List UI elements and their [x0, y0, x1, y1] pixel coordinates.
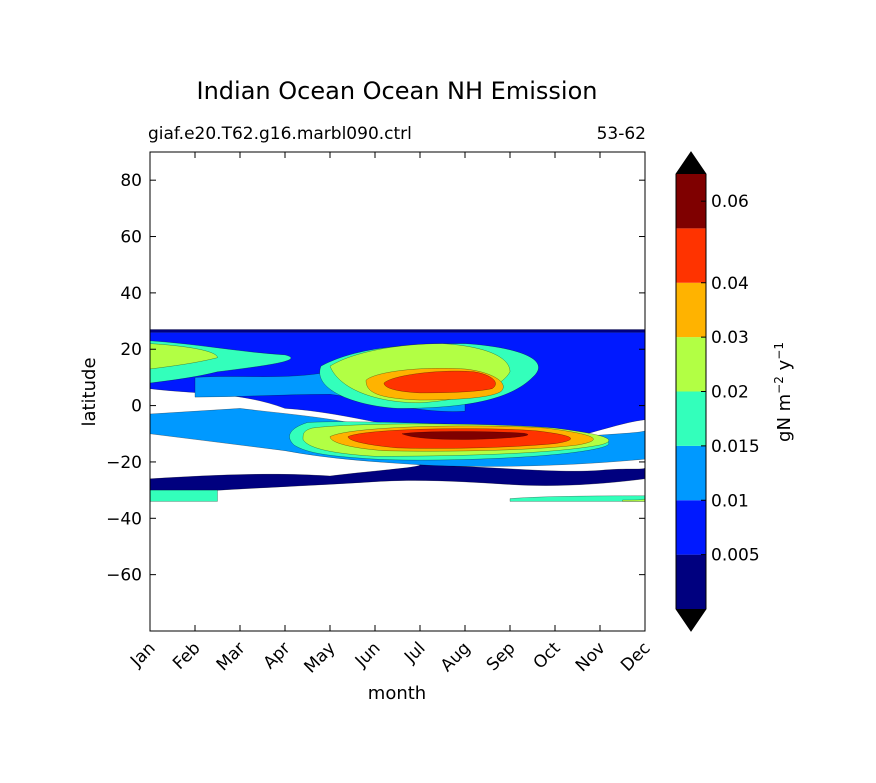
colorbar-label-mid: y: [774, 359, 795, 376]
chart-subtitle-right: 53-62: [597, 124, 646, 144]
x-tick-label: Jul: [400, 638, 429, 667]
colorbar-label-base: gN m: [774, 394, 795, 442]
y-tick-label: 40: [120, 284, 142, 304]
y-axis-label: latitude: [79, 357, 100, 426]
colorbar-under-arrow: [676, 609, 706, 631]
colorbar-swatch: [676, 445, 706, 501]
x-tick-label: Apr: [260, 638, 295, 673]
x-tick-label: May: [301, 638, 340, 677]
contour-band-0-1: [150, 329, 645, 333]
colorbar: 0.005 0.01 0.015 0.02 0.03 0.04 0.06: [675, 151, 760, 632]
colorbar-swatch: [676, 337, 706, 392]
x-axis-label: month: [368, 683, 426, 704]
plot-frame: [149, 151, 646, 632]
x-tick-label: Aug: [437, 638, 475, 676]
colorbar-label-exp2: −1: [772, 342, 786, 360]
chart-title: Indian Ocean Ocean NH Emission: [197, 77, 598, 105]
x-tick-label: Sep: [483, 638, 520, 675]
x-tick-label: Feb: [169, 638, 204, 673]
colorbar-label-exp1: −2: [772, 376, 786, 394]
y-tick-label: 0: [131, 397, 142, 417]
y-tick-label: −20: [106, 453, 142, 473]
colorbar-swatch: [676, 500, 706, 555]
chart-subtitle-left: giaf.e20.T62.g16.marbl090.ctrl: [148, 124, 412, 144]
y-tick-label: −60: [106, 566, 142, 586]
contour-band-7-0: [401, 431, 529, 440]
colorbar-tick-label: 0.02: [711, 383, 749, 403]
colorbar-tick-label: 0.01: [711, 491, 749, 511]
y-tick-label: 80: [120, 171, 142, 191]
y-tick-label: 60: [120, 228, 142, 248]
contour-band-0-0: [150, 464, 645, 497]
colorbar-tick-label: 0.04: [711, 274, 749, 294]
colorbar-over-arrow: [676, 152, 706, 174]
colorbar-swatch: [676, 554, 706, 609]
x-tick-label: Jan: [126, 638, 159, 671]
contour-fill: [150, 329, 645, 502]
colorbar-tick-label: 0.005: [711, 546, 760, 566]
y-tick-label: −40: [106, 509, 142, 529]
colorbar-swatch: [676, 228, 706, 283]
colorbar-tick-label: 0.015: [711, 437, 760, 457]
colorbar-label: gN m−2 y−1: [772, 342, 795, 442]
x-tick-label: Nov: [572, 638, 610, 676]
contour-band-4-0: [150, 343, 218, 370]
contour-band-3-4: [150, 489, 218, 502]
y-axis: 80 60 40 20 0 −20 −40 −60: [106, 171, 645, 586]
colorbar-outline: [675, 151, 707, 632]
colorbar-swatch: [676, 282, 706, 338]
x-tick-label: Dec: [617, 638, 654, 675]
colorbar-tick-label: 0.06: [711, 192, 749, 212]
y-tick-label: 20: [120, 340, 142, 360]
contour-band-3-3: [509, 495, 645, 502]
colorbar-swatch: [676, 391, 706, 446]
x-tick-label: Mar: [213, 638, 250, 675]
contour-band-6-0: [383, 370, 496, 394]
x-tick-label: Oct: [530, 638, 565, 673]
x-tick-label: Jun: [351, 638, 385, 672]
plot-area: [150, 152, 645, 631]
colorbar-tick-label: 0.03: [711, 328, 749, 348]
